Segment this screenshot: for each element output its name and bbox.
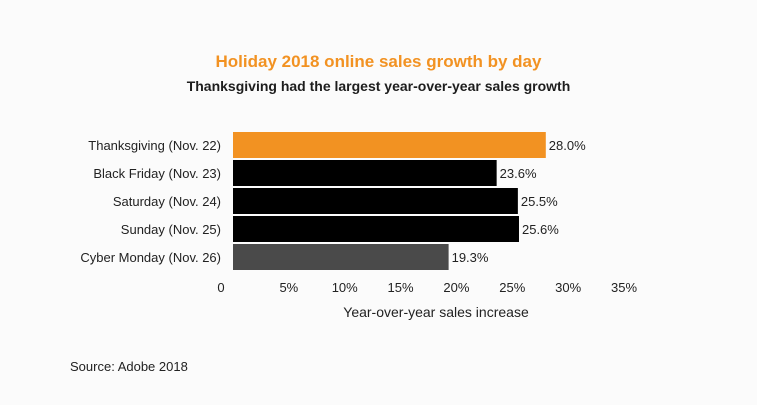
category-label: Sunday (Nov. 25) [121,222,221,237]
bar [233,188,518,214]
x-tick-label: 5% [279,280,298,295]
x-axis-title: Year-over-year sales increase [343,304,529,320]
data-label: 25.5% [521,194,558,209]
x-tick-label: 20% [443,280,469,295]
chart-subtitle: Thanksgiving had the largest year-over-y… [186,78,571,94]
x-tick-label: 10% [332,280,358,295]
bar [233,160,497,186]
bar-chart: Thanksgiving (Nov. 22) 28.0% Black Friday … [80,132,637,320]
bar [233,244,449,270]
bar [233,216,519,242]
category-label: Cyber Monday (Nov. 26) [80,250,221,265]
x-tick-label: 35% [611,280,637,295]
chart-title: Holiday 2018 online sales growth by day [215,52,542,71]
data-label: 23.6% [500,166,537,181]
x-tick-label: 30% [555,280,581,295]
bar [233,132,546,158]
data-label: 19.3% [452,250,489,265]
category-label: Saturday (Nov. 24) [113,194,221,209]
category-label: Black Friday (Nov. 23) [93,166,221,181]
data-label: 25.6% [522,222,559,237]
data-label: 28.0% [549,138,586,153]
x-tick-label: 15% [388,280,414,295]
x-tick-label: 0 [217,280,224,295]
source-note: Source: Adobe 2018 [70,359,188,374]
category-label: Thanksgiving (Nov. 22) [88,138,221,153]
x-tick-label: 25% [499,280,525,295]
